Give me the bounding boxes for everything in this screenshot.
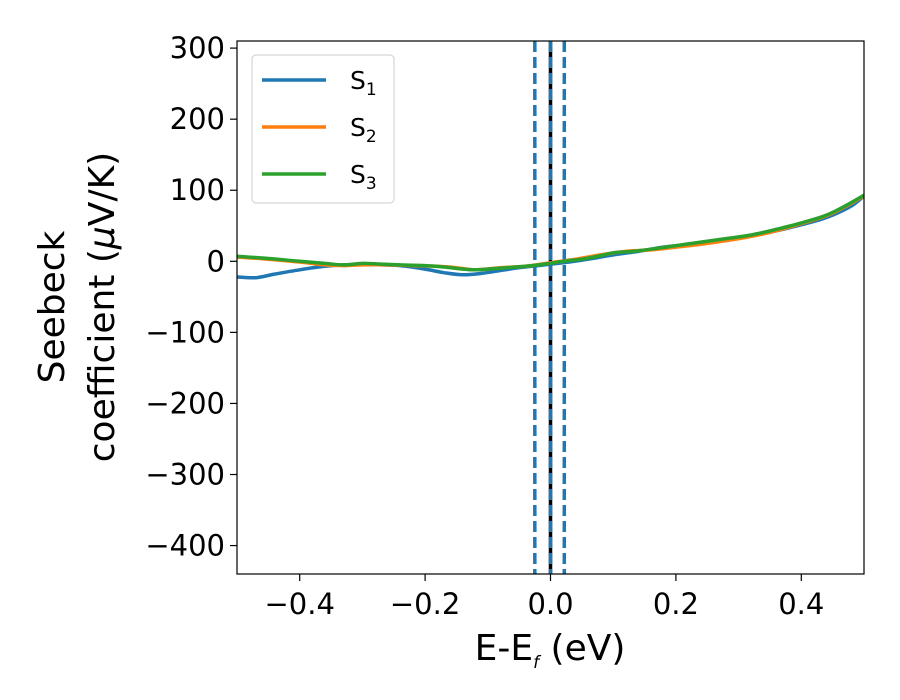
x-tick-label: 0.2 — [653, 587, 699, 621]
y-tick-label: 300 — [170, 31, 225, 65]
y-tick-label: 200 — [170, 102, 225, 136]
legend-label-s2: S2 — [350, 113, 377, 147]
x-tick-label: 0.0 — [527, 587, 573, 621]
plot-area — [237, 41, 864, 574]
y-tick-label: −400 — [145, 529, 225, 563]
y-tick-label: −300 — [145, 458, 225, 492]
x-tick-label: −0.4 — [264, 587, 334, 621]
vertical-reference-lines — [533, 41, 567, 574]
y-axis-label-line2: coefficient (μV/K) — [82, 152, 123, 462]
x-axis-label: E-Ef (eV) — [475, 628, 626, 673]
y-tick-label: −100 — [145, 315, 225, 349]
legend-label-s1: S1 — [350, 66, 377, 100]
legend-box — [251, 54, 395, 204]
legend: S1 S2 S3 — [251, 54, 395, 204]
y-tick-label: 0 — [207, 244, 225, 278]
legend-label-s3: S3 — [350, 160, 377, 194]
x-tick-label: −0.2 — [390, 587, 460, 621]
y-tick-label: 100 — [170, 173, 225, 207]
y-axis-label: Seebeck coefficient (μV/K) — [32, 152, 123, 462]
series-line-s3 — [237, 193, 864, 272]
x-axis-ticks: −0.4 −0.2 0.0 0.2 0.4 — [264, 574, 824, 621]
y-tick-label: −200 — [145, 386, 225, 420]
x-tick-label: 0.4 — [778, 587, 824, 621]
y-axis-ticks: −400 −300 −200 −100 0 100 200 300 — [145, 31, 237, 563]
series-lines — [237, 193, 864, 280]
y-axis-label-line1: Seebeck — [32, 230, 73, 383]
